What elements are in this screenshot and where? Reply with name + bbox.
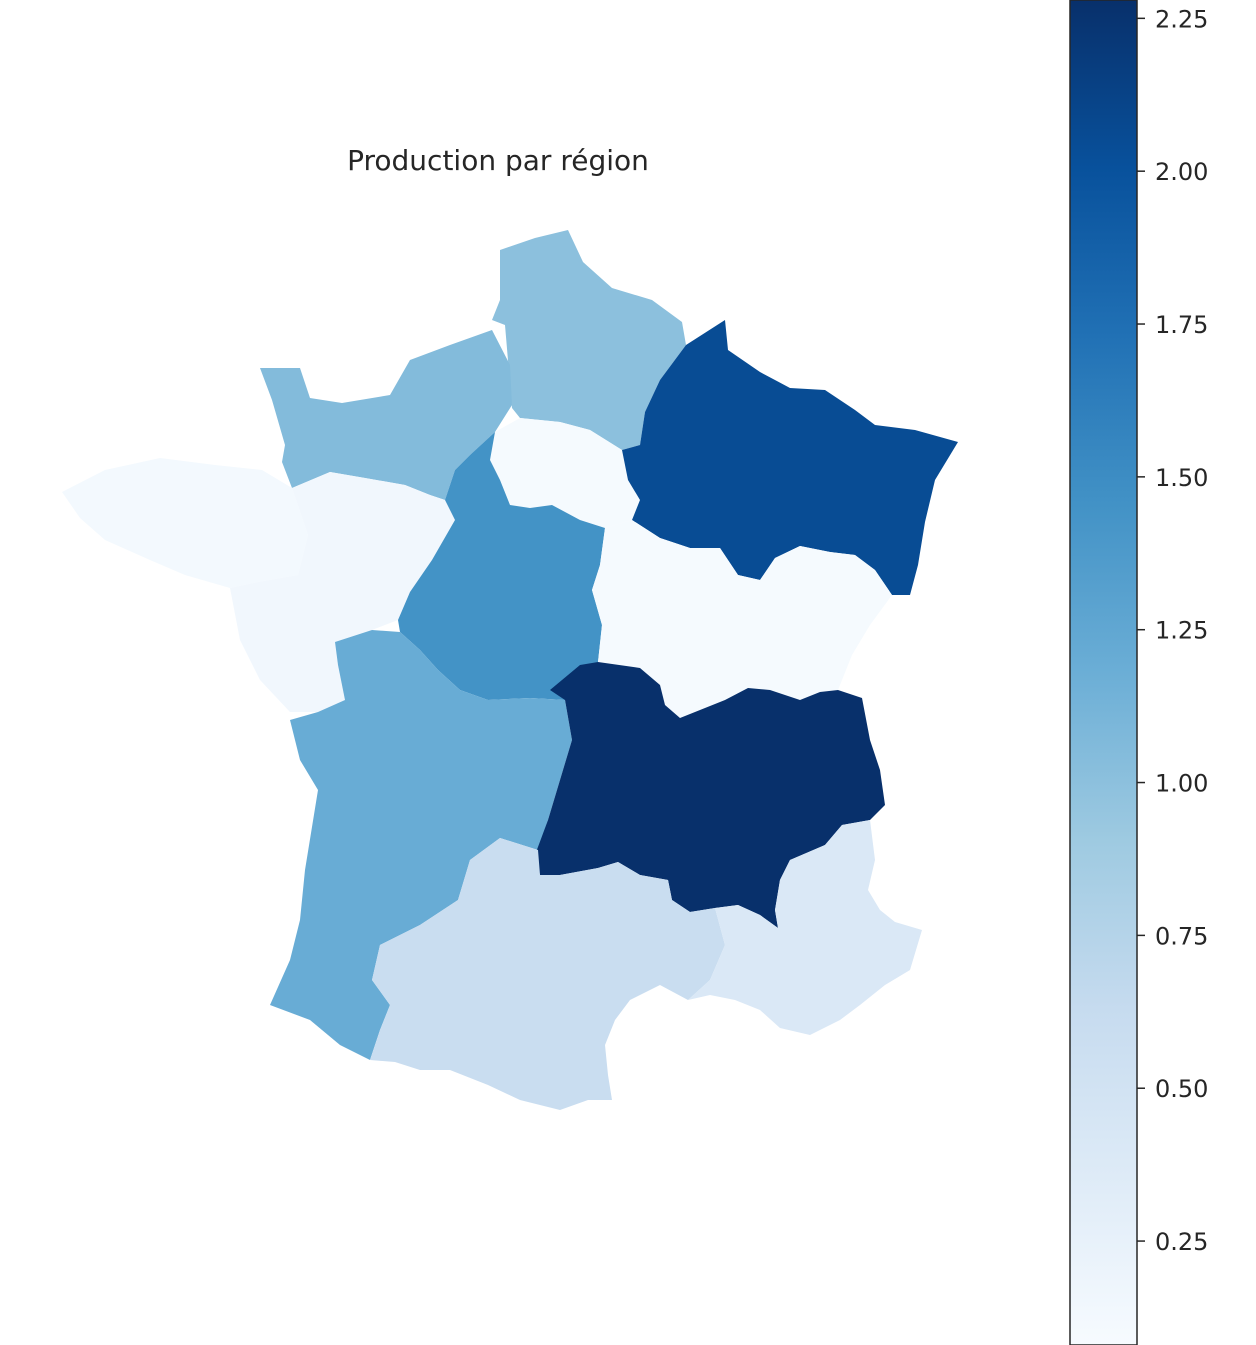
colorbar-tick-label: 0.50 xyxy=(1155,1075,1208,1103)
colorbar-tick-label: 0.25 xyxy=(1155,1228,1208,1256)
region-nouvelle-aquitaine xyxy=(270,630,572,1060)
colorbar-tick-label: 2.25 xyxy=(1155,5,1208,33)
colorbar-ticks: 0.25 0.50 0.75 1.00 1.25 1.50 1.75 2.00 2.25 xyxy=(1137,5,1208,1256)
colorbar-tick-label: 0.75 xyxy=(1155,922,1208,950)
region-bretagne xyxy=(62,458,308,588)
map-title: Production par région xyxy=(347,144,649,177)
france-regions-map xyxy=(62,230,958,1110)
region-ile-de-france xyxy=(490,418,640,528)
colorbar-tick-label: 2.00 xyxy=(1155,158,1208,186)
region-centre-val-de-loire xyxy=(398,432,605,700)
region-normandie xyxy=(260,330,512,500)
region-hauts-de-france xyxy=(492,230,686,450)
colorbar-tick-label: 1.50 xyxy=(1155,464,1208,492)
region-pays-de-la-loire xyxy=(230,472,455,712)
region-bourgogne-franche-comte xyxy=(592,520,892,718)
colorbar-tick-label: 1.00 xyxy=(1155,770,1208,798)
colorbar-scale xyxy=(1069,0,1138,1345)
region-provence-alpes-cote-d-azur xyxy=(688,820,922,1035)
region-auvergne-rhone-alpes xyxy=(535,662,885,928)
colorbar-tick-label: 1.75 xyxy=(1155,311,1208,339)
colorbar: 0.25 0.50 0.75 1.00 1.25 1.50 1.75 2.00 2.25 xyxy=(1069,0,1208,1345)
region-grand-est xyxy=(622,320,958,595)
region-occitanie xyxy=(370,838,725,1110)
colorbar-tick-label: 1.25 xyxy=(1155,617,1208,645)
